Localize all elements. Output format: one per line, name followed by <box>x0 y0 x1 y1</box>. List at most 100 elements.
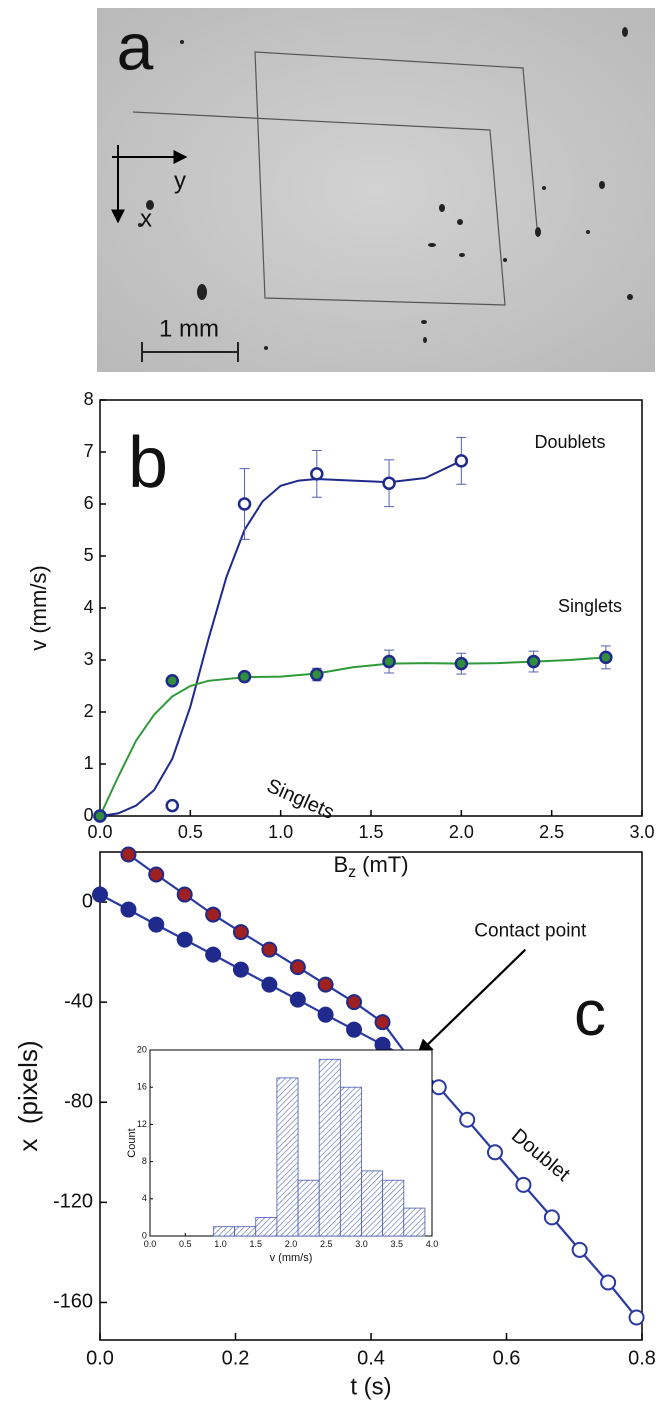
marker <box>317 976 334 993</box>
x-tick-label: 2.5 <box>539 822 564 842</box>
x-tick-label: 2.0 <box>449 822 474 842</box>
y-tick-label: 0 <box>142 1230 147 1240</box>
y-tick-label: 20 <box>137 1044 147 1054</box>
marker <box>232 924 249 941</box>
marker <box>261 941 278 958</box>
y-tick-label: 8 <box>84 389 94 409</box>
marker <box>93 809 107 823</box>
marker <box>599 650 613 665</box>
x-tick-label: 1.5 <box>358 822 383 842</box>
histogram-bar <box>234 1226 257 1237</box>
panel-label: b <box>128 423 168 503</box>
marker <box>165 674 180 688</box>
y-tick-label: 3 <box>84 649 94 669</box>
marker <box>120 846 137 863</box>
trajectory <box>132 51 538 306</box>
x-tick-label: 1.5 <box>249 1239 262 1249</box>
marker <box>176 931 193 948</box>
marker <box>346 1021 363 1038</box>
x-tick-label: 1.0 <box>268 822 293 842</box>
x-axis-label: t (s) <box>350 1373 391 1400</box>
y-axis-label: Count <box>126 1128 138 1157</box>
x-axis-label: Bz (mT) <box>333 852 408 881</box>
x-tick-label: 0.4 <box>357 1347 385 1369</box>
y-tick-label: 12 <box>137 1119 147 1129</box>
marker <box>148 916 165 933</box>
fit-curve <box>99 656 606 817</box>
fit-curve <box>99 459 462 817</box>
y-tick-label: 6 <box>84 493 94 513</box>
y-tick-label: 8 <box>142 1156 147 1166</box>
x-tick-label: 3.5 <box>390 1239 403 1249</box>
marker <box>176 886 193 903</box>
x-axis-label: v (mm/s) <box>270 1252 313 1264</box>
marker <box>205 906 222 923</box>
histogram-bar <box>339 1086 362 1237</box>
histogram-bar <box>382 1179 405 1237</box>
x-tick-label: 0.5 <box>179 1239 192 1249</box>
histogram-bar <box>318 1058 341 1237</box>
y-tick-label: 4 <box>142 1193 147 1203</box>
y-tick-label: 2 <box>84 701 94 721</box>
marker <box>237 669 252 684</box>
y-tick-label: 1 <box>84 753 94 773</box>
x-tick-label: 3.0 <box>355 1239 368 1249</box>
marker <box>148 866 165 883</box>
histogram-bar <box>297 1179 320 1237</box>
y-tick-label: 0 <box>84 805 94 825</box>
scale-bar-label: 1 mm <box>159 315 219 342</box>
y-tick-label: -80 <box>64 1091 93 1113</box>
panel-a: a y x 1 mm <box>97 8 655 372</box>
y-axis-label: v (mm/s) <box>26 565 51 651</box>
marker <box>430 1079 447 1096</box>
micrograph <box>97 8 655 372</box>
marker <box>232 961 249 978</box>
x-tick-label: 4.0 <box>426 1239 439 1249</box>
annotation-arrow <box>417 948 527 1055</box>
marker <box>459 1111 476 1128</box>
y-tick-label: -160 <box>53 1291 93 1313</box>
marker <box>454 656 469 671</box>
marker <box>120 901 137 918</box>
x-axis-label-unit: (mT) <box>362 852 408 877</box>
x-tick-label: 0.0 <box>87 822 112 842</box>
marker <box>454 454 469 468</box>
histogram-bar <box>276 1077 299 1237</box>
axis-x-label: x <box>140 205 152 232</box>
marker <box>317 1006 334 1023</box>
marker <box>515 1176 532 1193</box>
series-line <box>99 893 411 1061</box>
x-tick-label: 2.5 <box>320 1239 333 1249</box>
marker <box>571 1241 588 1258</box>
x-tick-label: 0.5 <box>178 822 203 842</box>
series-label: Doublets <box>534 432 605 452</box>
marker <box>486 1144 503 1161</box>
x-tick-label: 2.0 <box>285 1239 298 1249</box>
marker <box>289 991 306 1008</box>
histogram-bar <box>213 1226 235 1237</box>
y-tick-label: -120 <box>53 1191 93 1213</box>
marker <box>382 476 396 490</box>
panel-label: c <box>574 977 606 1049</box>
y-tick-label: -40 <box>64 990 93 1012</box>
y-axis-label: x (pixels) <box>13 1040 43 1151</box>
y-tick-label: 5 <box>84 545 94 565</box>
x-tick-label: 0.2 <box>222 1347 250 1369</box>
marker <box>205 946 222 963</box>
y-tick-label: 16 <box>137 1082 147 1092</box>
series-label: Singlets <box>558 596 622 616</box>
marker <box>289 959 306 976</box>
marker <box>237 497 252 511</box>
axis-y-label: y <box>174 167 186 194</box>
y-tick-label: 0 <box>82 890 93 912</box>
marker <box>543 1209 560 1226</box>
histogram-bar <box>403 1207 426 1237</box>
marker <box>92 886 108 903</box>
x-tick-label: 3.0 <box>629 822 654 842</box>
marker <box>310 467 324 481</box>
x-axis-label-sub: z <box>348 864 356 881</box>
y-tick-label: 7 <box>84 441 94 461</box>
annotation: Contact point <box>474 921 587 942</box>
